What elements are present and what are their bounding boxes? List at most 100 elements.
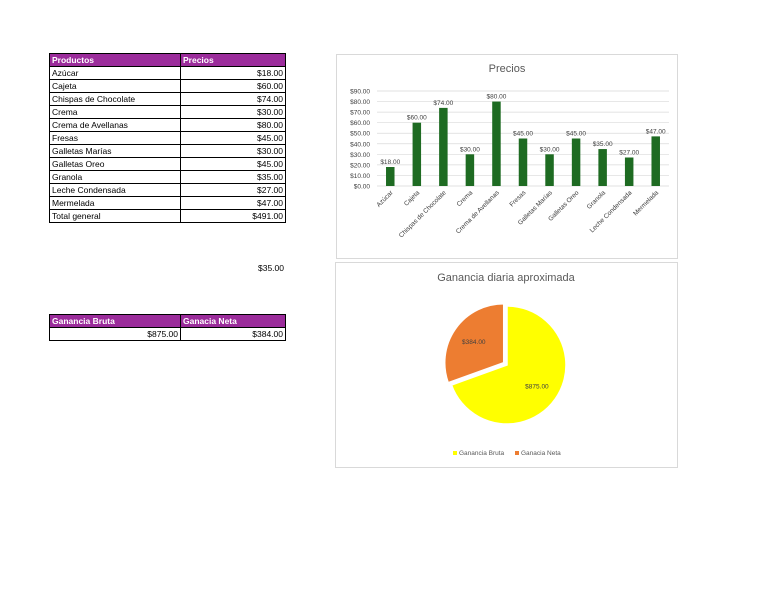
product-row: Crema $30.00: [49, 105, 286, 119]
bar[interactable]: [624, 157, 634, 187]
bar-marks: $18.00 Azúcar $60.00 Cajeta $74.00 Chispas de…: [375, 94, 666, 240]
pie-slice[interactable]: [443, 302, 505, 384]
bar[interactable]: [492, 101, 501, 186]
product-row: Galletas Oreo $45.00: [49, 157, 286, 171]
product-row: Azúcar $18.00: [49, 66, 286, 80]
product-row: Crema de Avellanas $80.00: [49, 118, 286, 132]
product-row: Chispas de Chocolate $74.00: [49, 92, 286, 106]
bar-data-label: $27.00: [619, 150, 639, 157]
bar[interactable]: [518, 138, 528, 187]
loose-cell-value[interactable]: $35.00: [258, 263, 284, 273]
product-price-cell[interactable]: $18.00: [180, 66, 286, 80]
total-label[interactable]: Total general: [49, 209, 181, 223]
pie-legend-swatch: [515, 451, 519, 455]
product-row: Leche Condensada $27.00: [49, 183, 286, 197]
product-name-cell[interactable]: Galletas Marías: [49, 144, 181, 158]
ganancia-bruta-value[interactable]: $875.00: [49, 327, 181, 341]
bar[interactable]: [545, 154, 554, 186]
product-price-cell[interactable]: $30.00: [180, 105, 286, 119]
header-productos[interactable]: Productos: [49, 53, 181, 67]
profit-values-row: $875.00 $384.00: [49, 327, 286, 341]
bar-chart: Precios $0.00 $10.00 $20.00 $30.00 $40.00 $50…: [350, 63, 669, 240]
bar[interactable]: [598, 149, 607, 186]
pie-chart: Ganancia diaria aproximada $875.00 $384.0…: [437, 272, 575, 457]
product-price-cell[interactable]: $74.00: [180, 92, 286, 106]
product-row: Granola $35.00: [49, 170, 286, 184]
bar-y-tick-label: $50.00: [350, 131, 370, 138]
product-row: Fresas $45.00: [49, 131, 286, 145]
bar-data-label: $80.00: [487, 94, 507, 101]
bar-data-label: $30.00: [460, 146, 480, 153]
profit-header-row: Ganancia Bruta Ganacia Neta: [49, 314, 286, 328]
bar[interactable]: [412, 122, 422, 186]
product-row: Mermelada $47.00: [49, 196, 286, 210]
bar-data-label: $60.00: [407, 115, 427, 122]
pie-chart-box[interactable]: Ganancia diaria aproximada $875.00 $384.0…: [335, 262, 678, 468]
header-ganancia-bruta[interactable]: Ganancia Bruta: [49, 314, 181, 328]
products-header-row: Productos Precios: [49, 53, 286, 67]
product-name-cell[interactable]: Chispas de Chocolate: [49, 92, 181, 106]
bar-grid: $0.00 $10.00 $20.00 $30.00 $40.00 $50.00 $60.0…: [350, 89, 669, 191]
ganancia-neta-value[interactable]: $384.00: [180, 327, 286, 341]
product-price-cell[interactable]: $45.00: [180, 131, 286, 145]
header-ganancia-neta[interactable]: Ganacia Neta: [180, 314, 286, 328]
product-name-cell[interactable]: Galletas Oreo: [49, 157, 181, 171]
bar-data-label: $35.00: [593, 141, 613, 148]
bar-category-label: Azúcar: [375, 189, 395, 209]
product-price-cell[interactable]: $30.00: [180, 144, 286, 158]
bar[interactable]: [651, 136, 660, 186]
profit-table: Ganancia Bruta Ganacia Neta $875.00 $384…: [49, 314, 286, 341]
pie-data-label: $384.00: [462, 339, 486, 346]
bar-data-label: $45.00: [513, 131, 533, 138]
bar-data-label: $74.00: [433, 100, 453, 107]
product-price-cell[interactable]: $60.00: [180, 79, 286, 93]
bar-category-label: Chispas de Chocolate: [398, 189, 448, 239]
total-row: Total general $491.00: [49, 209, 286, 223]
product-price-cell[interactable]: $45.00: [180, 157, 286, 171]
bar-y-tick-label: $60.00: [350, 120, 370, 127]
bar-y-tick-label: $30.00: [350, 152, 370, 159]
bar-y-tick-label: $70.00: [350, 110, 370, 117]
bar[interactable]: [571, 138, 581, 187]
product-name-cell[interactable]: Cajeta: [49, 79, 181, 93]
product-name-cell[interactable]: Granola: [49, 170, 181, 184]
product-name-cell[interactable]: Fresas: [49, 131, 181, 145]
pie-legend: Ganancia Bruta Ganacia Neta: [453, 450, 561, 457]
product-price-cell[interactable]: $80.00: [180, 118, 286, 132]
product-name-cell[interactable]: Crema de Avellanas: [49, 118, 181, 132]
bar[interactable]: [465, 154, 475, 186]
pie-legend-label[interactable]: Ganancia Bruta: [459, 450, 505, 457]
bar-y-tick-label: $40.00: [350, 141, 370, 148]
bar-category-label: Cajeta: [403, 189, 422, 208]
product-name-cell[interactable]: Mermelada: [49, 196, 181, 210]
product-name-cell[interactable]: Azúcar: [49, 66, 181, 80]
bar[interactable]: [439, 107, 448, 186]
bar-y-tick-label: $20.00: [350, 162, 370, 169]
product-name-cell[interactable]: Leche Condensada: [49, 183, 181, 197]
pie-marks: $875.00 $384.00: [443, 302, 567, 425]
product-price-cell[interactable]: $35.00: [180, 170, 286, 184]
header-precios[interactable]: Precios: [180, 53, 286, 67]
bar-data-label: $45.00: [566, 131, 586, 138]
product-row: Galletas Marías $30.00: [49, 144, 286, 158]
bar[interactable]: [386, 167, 395, 186]
product-name-cell[interactable]: Crema: [49, 105, 181, 119]
total-value[interactable]: $491.00: [180, 209, 286, 223]
bar-y-tick-label: $90.00: [350, 89, 370, 96]
bar-category-label: Mermelada: [632, 189, 660, 217]
bar-chart-box[interactable]: Precios $0.00 $10.00 $20.00 $30.00 $40.00 $50…: [336, 54, 678, 259]
products-body: Azúcar $18.00 Cajeta $60.00 Chispas de Choco…: [49, 66, 286, 210]
bar-data-label: $30.00: [540, 146, 560, 153]
product-price-cell[interactable]: $47.00: [180, 196, 286, 210]
bar-y-tick-label: $10.00: [350, 173, 370, 180]
bar-y-tick-label: $0.00: [354, 184, 371, 191]
bar-chart-title: Precios: [489, 63, 526, 75]
pie-legend-label[interactable]: Ganacia Neta: [521, 450, 561, 457]
bar-category-label: Granola: [586, 189, 608, 211]
pie-data-label: $875.00: [525, 384, 549, 391]
bar-y-tick-label: $80.00: [350, 99, 370, 106]
pie-slice[interactable]: [450, 305, 567, 425]
bar-data-label: $18.00: [380, 159, 400, 166]
product-price-cell[interactable]: $27.00: [180, 183, 286, 197]
bar-category-label: Fresas: [508, 189, 528, 209]
